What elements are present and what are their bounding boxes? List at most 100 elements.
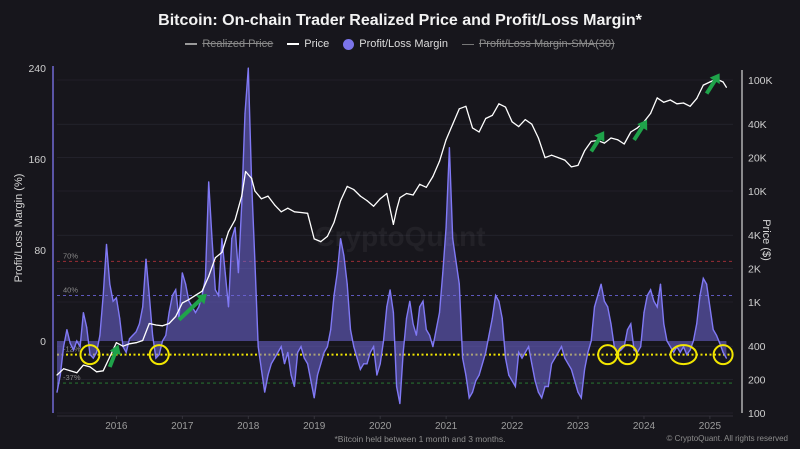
price-point [544,157,546,159]
profit-loss-margin-point [69,342,71,344]
right-axis-tick-label: 40K [748,119,767,131]
x-axis-ticks: 2016 2017 2018 2019 2020 2021 2022 2023 2024 2025 [105,416,721,432]
profit-loss-margin-point [125,351,127,353]
price-point [584,150,586,152]
profit-loss-margin-point [518,351,520,353]
profit-loss-margin-point [610,323,612,325]
price-point [696,98,698,100]
price-point [379,198,381,200]
profit-loss-margin-point [86,326,88,328]
profit-loss-margin-point [699,294,701,297]
profit-loss-margin-point [435,329,437,331]
legend-item-price[interactable]: Price [287,38,329,50]
legend-item-realized-price[interactable]: Realized Price [185,38,273,50]
price-point [115,342,117,344]
profit-loss-margin-point [241,203,243,206]
profit-loss-margin-point [287,351,289,353]
price-point [386,192,388,195]
price-point [313,238,315,240]
yellow-circle-annotation [669,344,698,366]
profit-loss-margin-point [96,351,98,353]
profit-loss-margin-point [297,351,299,353]
profit-loss-margin-point [234,226,236,228]
profit-loss-margin-point [307,363,309,365]
profit-loss-margin-point [373,346,375,348]
x-axis-tick-label: 2016 [105,421,128,432]
price-point [109,356,111,358]
profit-loss-margin-point [59,374,61,376]
profit-loss-margin-point [471,391,474,393]
profit-loss-margin-point [109,283,111,285]
price-point [122,345,124,347]
profit-loss-margin-point [722,351,724,353]
green-arrow-icon [177,293,207,322]
legend-item-profit-loss-margin[interactable]: Profit/Loss Margin [343,38,448,50]
price-point [221,251,223,253]
profit-loss-margin-point [132,334,134,336]
price-point [709,81,711,83]
profit-loss-margin-point [452,238,454,240]
profit-loss-margin-point [171,294,173,297]
profit-loss-margin-point [521,357,523,359]
price-point [260,198,262,200]
price-point [280,211,282,213]
profit-loss-margin-point [534,380,536,382]
profit-loss-margin-point [567,363,569,365]
profit-loss-margin-point [214,289,216,291]
profit-loss-margin-point [429,334,431,336]
profit-loss-margin-area [57,68,727,404]
profit-loss-margin-point [462,357,464,359]
profit-loss-margin-point [165,334,167,336]
profit-loss-margin-point [425,329,427,331]
profit-loss-margin-point [485,351,487,353]
profit-loss-margin-point [257,346,259,348]
price-point [373,205,375,207]
price-point [82,364,84,366]
price-point [320,241,322,243]
price-point [333,221,335,224]
profit-loss-margin-point [504,357,507,359]
reference-line-label: -12% [63,345,81,354]
yellow-circle-annotation [148,344,170,366]
legend-item-profit-loss-margin-sma[interactable]: Profit/Loss Margin-SMA(30) [461,38,615,50]
profit-loss-margin-point [313,397,315,399]
profit-loss-margin-point [481,363,483,365]
profit-loss-margin-point [115,297,117,299]
price-point [142,339,144,342]
price-point [419,183,421,185]
profit-loss-margin-point [554,357,556,359]
profit-loss-margin-point [633,349,635,351]
profit-loss-margin-point [419,306,421,308]
x-axis-tick-label: 2018 [237,421,260,432]
profit-loss-margin-point [580,397,582,399]
profit-loss-margin-point [148,294,150,297]
price-point [682,102,685,104]
profit-loss-margin-point [659,283,662,285]
profit-loss-margin-point [155,357,157,359]
price-point [56,374,58,376]
price-point [353,189,355,191]
profit-loss-margin-point [689,349,691,351]
profit-loss-margin-point [557,351,559,353]
profit-loss-margin-point [264,391,266,393]
legend-label: Price [304,38,330,50]
profit-loss-margin-point [432,346,434,348]
right-axis-tick-label: 2K [748,264,761,276]
profit-loss-margin-point [267,374,269,376]
profit-loss-margin-point [247,67,249,69]
price-point [465,105,467,107]
price-point [168,322,170,325]
profit-loss-margin-point [524,351,526,353]
profit-loss-margin-point [244,112,246,115]
yellow-circle-annotation [79,344,101,366]
legend-label: Profit/Loss Margin-SMA(30) [478,38,615,50]
profit-loss-margin-point [607,306,609,308]
price-point [181,302,183,304]
price-point [524,119,526,121]
profit-loss-margin-point [99,334,101,336]
profit-loss-margin-point [128,338,131,340]
profit-loss-margin-point [389,289,391,291]
price-point [396,209,398,211]
profit-loss-margin-point [656,306,658,308]
price-point [610,137,612,139]
